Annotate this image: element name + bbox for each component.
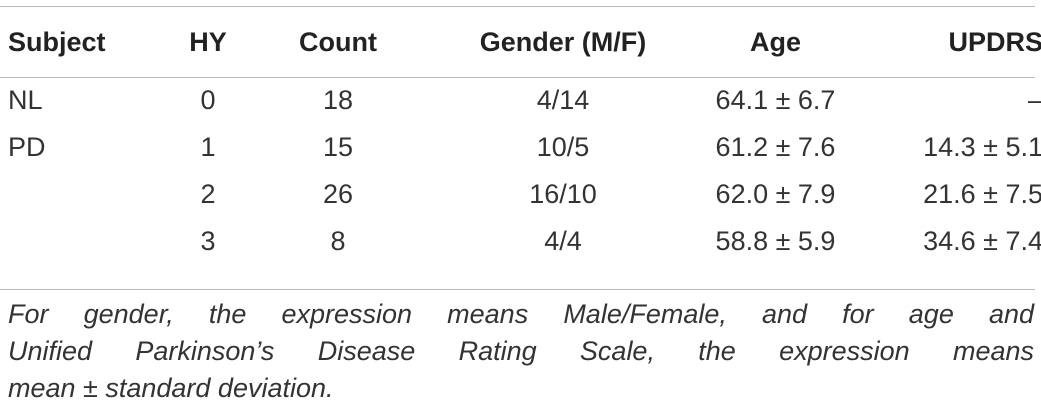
cell-age: 62.0 ± 7.9 <box>715 179 836 209</box>
footnote-line: For gender, the expression means Male/Fe… <box>8 299 1034 329</box>
top-rule <box>0 6 1035 7</box>
header-row: Subject HY Count Gender (M/F) Age UPDRS <box>0 7 1041 77</box>
cell-age: 61.2 ± 7.6 <box>715 132 836 162</box>
cell-hy: 2 <box>200 179 216 209</box>
table-row: 2 26 16/10 62.0 ± 7.9 21.6 ± 7.5 <box>0 171 1041 218</box>
cell-updrs: – <box>863 77 1041 124</box>
table-footnote: For gender, the expression means Male/Fe… <box>8 296 1034 407</box>
cell-updrs: 34.6 ± 7.4 <box>923 226 1041 256</box>
header-count: Count <box>299 26 377 57</box>
header-updrs: UPDRS <box>948 26 1041 57</box>
data-table: Subject HY Count Gender (M/F) Age UPDRS … <box>0 7 1041 265</box>
table-row: PD 1 15 10/5 61.2 ± 7.6 14.3 ± 5.1 <box>0 124 1041 171</box>
cell-subject: PD <box>8 132 46 162</box>
cell-count: 8 <box>330 226 346 256</box>
cell-age: 64.1 ± 6.7 <box>715 85 836 115</box>
cell-subject: NL <box>8 85 43 115</box>
header-gender: Gender (M/F) <box>479 26 647 57</box>
cell-gender: 4/14 <box>536 85 590 115</box>
cell-count: 26 <box>322 179 354 209</box>
header-subject: Subject <box>8 26 106 57</box>
cell-age: 58.8 ± 5.9 <box>715 226 836 256</box>
header-hy: HY <box>189 26 227 57</box>
table-row: NL 0 18 4/14 64.1 ± 6.7 – <box>0 77 1041 124</box>
cell-gender: 4/4 <box>544 226 582 256</box>
table-row: 3 8 4/4 58.8 ± 5.9 34.6 ± 7.4 <box>0 218 1041 265</box>
cell-updrs: 21.6 ± 7.5 <box>923 179 1041 209</box>
cell-gender: 10/5 <box>536 132 590 162</box>
footnote-line: Unified Parkinson’s Disease Rating Scale… <box>8 336 1034 366</box>
cell-count: 18 <box>322 85 354 115</box>
header-age: Age <box>749 26 801 57</box>
cell-hy: 0 <box>200 85 216 115</box>
cell-subject <box>0 171 178 218</box>
cell-count: 15 <box>322 132 354 162</box>
cell-gender: 16/10 <box>529 179 597 209</box>
bottom-rule <box>0 289 1035 290</box>
cell-hy: 3 <box>200 226 216 256</box>
cell-subject <box>0 218 178 265</box>
cell-hy: 1 <box>200 132 216 162</box>
header-rule <box>0 77 1035 78</box>
cell-updrs: 14.3 ± 5.1 <box>923 132 1041 162</box>
footnote-line: mean ± standard deviation. <box>8 373 334 403</box>
